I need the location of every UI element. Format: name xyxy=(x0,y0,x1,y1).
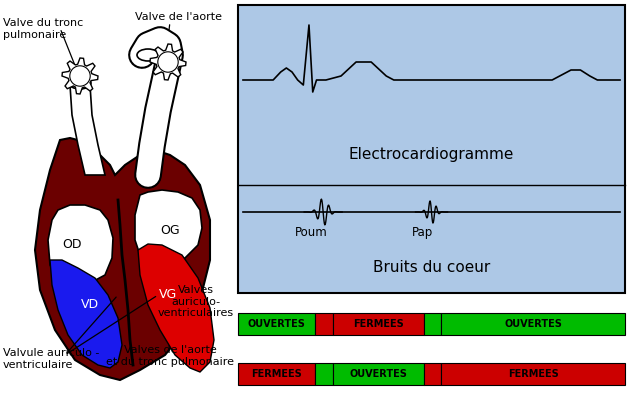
Bar xyxy=(441,313,625,335)
Text: Valves
auriculo-
ventriculaires: Valves auriculo- ventriculaires xyxy=(158,285,234,318)
Text: OD: OD xyxy=(62,239,82,251)
Bar xyxy=(333,313,424,335)
Text: FERMEES: FERMEES xyxy=(251,369,302,379)
FancyBboxPatch shape xyxy=(238,5,625,293)
Polygon shape xyxy=(50,260,122,368)
Ellipse shape xyxy=(69,77,91,89)
Bar xyxy=(238,313,316,335)
Bar xyxy=(424,363,441,385)
Circle shape xyxy=(70,66,90,86)
Text: OG: OG xyxy=(160,223,180,237)
Text: VG: VG xyxy=(159,288,177,302)
Bar xyxy=(316,313,333,335)
Text: Valve de l'aorte: Valve de l'aorte xyxy=(135,12,222,22)
Bar xyxy=(238,363,316,385)
Text: Bruits du coeur: Bruits du coeur xyxy=(373,261,490,275)
Text: Valve du tronc
pulmonaire: Valve du tronc pulmonaire xyxy=(3,18,83,40)
Polygon shape xyxy=(150,44,186,80)
Text: Poum: Poum xyxy=(295,226,328,239)
Text: Pap: Pap xyxy=(411,226,433,239)
Polygon shape xyxy=(70,85,105,175)
Bar xyxy=(316,363,333,385)
Text: Valvule auriculo -
ventriculaire: Valvule auriculo - ventriculaire xyxy=(3,348,99,370)
Text: Valves de l'aorte
et du tronc pulmonaire: Valves de l'aorte et du tronc pulmonaire xyxy=(106,345,234,367)
Polygon shape xyxy=(135,190,202,263)
Bar xyxy=(333,363,424,385)
Polygon shape xyxy=(35,138,210,380)
Polygon shape xyxy=(62,58,98,94)
Bar xyxy=(424,313,441,335)
Polygon shape xyxy=(48,205,113,285)
Text: Electrocardiogramme: Electrocardiogramme xyxy=(349,148,514,162)
Text: OUVERTES: OUVERTES xyxy=(248,319,305,329)
Text: OUVERTES: OUVERTES xyxy=(504,319,562,329)
Text: OUVERTES: OUVERTES xyxy=(350,369,407,379)
Circle shape xyxy=(158,52,178,72)
Ellipse shape xyxy=(137,49,159,61)
Text: FERMEES: FERMEES xyxy=(353,319,404,329)
Polygon shape xyxy=(138,244,214,372)
Text: FERMEES: FERMEES xyxy=(508,369,558,379)
Text: VD: VD xyxy=(81,298,99,312)
Bar xyxy=(441,363,625,385)
